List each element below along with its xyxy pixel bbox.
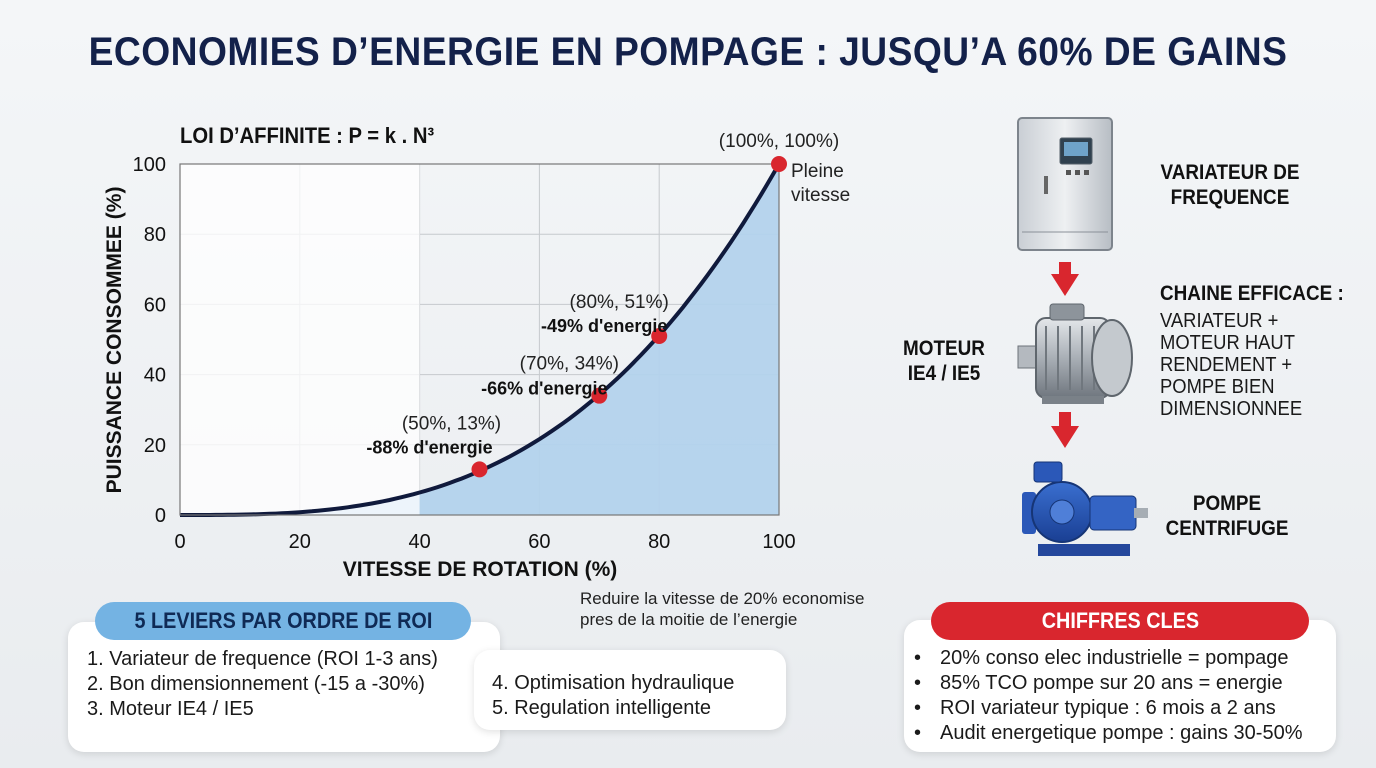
data-point xyxy=(591,387,608,404)
data-point-note: -88% d'energie xyxy=(366,437,492,457)
data-point-note: -66% d'energie xyxy=(481,379,607,399)
y-tick-label: 80 xyxy=(144,224,166,246)
key-figure-text: 20% conso elec industrielle = pompage xyxy=(940,647,1289,669)
data-point-note: Pleine vitesse xyxy=(791,161,850,206)
chart-unfilled-region xyxy=(180,164,420,515)
key-figure-text: 85% TCO pompe sur 20 ans = energie xyxy=(940,672,1283,694)
key-figures-card xyxy=(904,620,1336,752)
data-point-note: -49% d'energie xyxy=(541,316,667,336)
chart-ticks: 0 20 40 60 80 100 0 20 40 60 80 100 xyxy=(133,154,796,553)
levers-card-right xyxy=(474,650,786,730)
levers-title: 5 LEVIERS PAR ORDRE DE ROI xyxy=(134,608,432,633)
lever-item: 4. Optimisation hydraulique xyxy=(492,672,735,694)
chart-area-fill xyxy=(180,164,779,515)
motor-label: MOTEUR IE4 / IE5 xyxy=(903,337,985,385)
chart-title: LOI D’AFFINITE : P = k . N³ xyxy=(180,124,434,148)
data-point-label: (50%, 13%) xyxy=(402,413,501,434)
data-point-label: (70%, 34%) xyxy=(520,354,619,375)
y-tick-label: 20 xyxy=(144,435,166,457)
arrow-down-icon xyxy=(1051,412,1079,448)
key-figure-item: • Audit energetique pompe : gains 30-50% xyxy=(914,722,1303,744)
lever-item: 5. Regulation intelligente xyxy=(492,697,712,719)
key-figure-item: • 20% conso elec industrielle = pompage xyxy=(914,647,1289,669)
key-figure-text: ROI variateur typique : 6 mois a 2 ans xyxy=(940,697,1276,719)
centrifugal-pump-icon xyxy=(1022,461,1148,556)
key-figures-title: CHIFFRES CLES xyxy=(1041,608,1199,633)
chart-frame xyxy=(179,163,780,516)
x-tick-label: 100 xyxy=(762,531,795,553)
levers-list-left: 1. Variateur de frequence (ROI 1-3 ans) … xyxy=(87,647,438,722)
y-tick-label: 60 xyxy=(144,294,166,316)
x-axis-label: VITESSE DE ROTATION (%) xyxy=(343,558,618,581)
levers-list-right: 4. Optimisation hydraulique 5. Regulatio… xyxy=(492,671,734,721)
y-axis-label: PUISSANCE CONSOMMEE (%) xyxy=(103,187,126,494)
vfd-label: VARIATEUR DE FREQUENCE xyxy=(1160,161,1300,209)
data-point xyxy=(771,156,787,172)
data-point xyxy=(651,327,668,344)
efficient-chain-text: VARIATEUR + MOTEUR HAUT RENDEMENT + POMP… xyxy=(1160,310,1303,420)
levers-card-left xyxy=(68,622,500,752)
efficient-chain-title: CHAINE EFFICACE : xyxy=(1160,282,1344,305)
key-figure-text: Audit energetique pompe : gains 30-50% xyxy=(940,722,1303,744)
chart-points: (50%, 13%) -88% d'energie (70%, 34%) -66% d… xyxy=(366,131,850,478)
key-figure-item: • ROI variateur typique : 6 mois a 2 ans xyxy=(914,697,1276,719)
x-tick-label: 80 xyxy=(648,531,670,553)
lever-item: 1. Variateur de frequence (ROI 1-3 ans) xyxy=(87,648,438,670)
x-tick-label: 20 xyxy=(289,531,311,553)
lever-item: 3. Moteur IE4 / IE5 xyxy=(87,698,254,720)
key-figure-item: • 85% TCO pompe sur 20 ans = energie xyxy=(914,672,1283,694)
x-tick-label: 0 xyxy=(174,531,185,553)
page-title: ECONOMIES D’ENERGIE EN POMPAGE : JUSQU’A… xyxy=(88,30,1288,74)
levers-pill: 5 LEVIERS PAR ORDRE DE ROI xyxy=(95,602,471,640)
motor-icon xyxy=(1017,303,1133,404)
y-tick-label: 40 xyxy=(144,365,166,387)
y-tick-label: 0 xyxy=(155,505,166,527)
data-point-label: (80%, 51%) xyxy=(570,292,669,313)
vfd-cabinet-icon xyxy=(1017,117,1113,251)
y-tick-label: 100 xyxy=(133,154,166,176)
key-figures-pill: CHIFFRES CLES xyxy=(931,602,1309,640)
arrow-down-icon xyxy=(1051,262,1079,296)
chart-note: Reduire la vitesse de 20% economise pres… xyxy=(580,589,865,629)
pump-label: POMPE CENTRIFUGE xyxy=(1165,492,1289,540)
lever-item: 2. Bon dimensionnement (-15 a -30%) xyxy=(87,673,425,695)
data-point-label: (100%, 100%) xyxy=(719,131,839,152)
data-point xyxy=(471,461,488,478)
key-figures-list: • 20% conso elec industrielle = pompage •… xyxy=(914,646,1302,746)
x-tick-label: 60 xyxy=(528,531,550,553)
x-tick-label: 40 xyxy=(408,531,430,553)
